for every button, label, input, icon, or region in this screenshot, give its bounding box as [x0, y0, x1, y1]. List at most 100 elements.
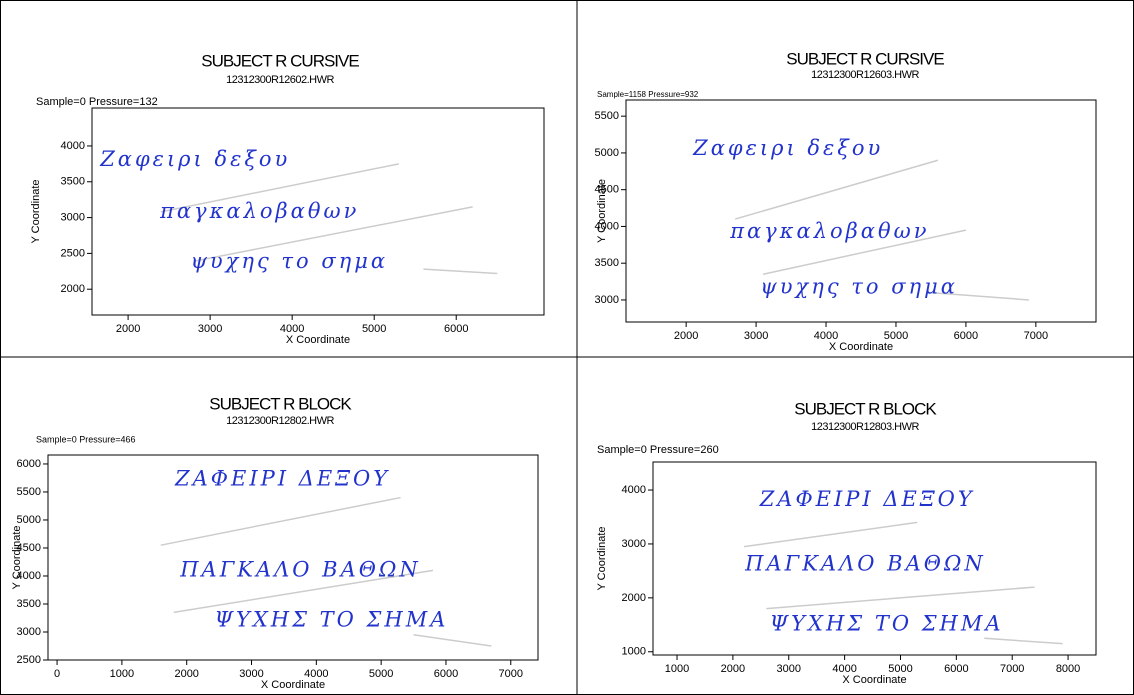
pen-up-stroke [193, 206, 473, 263]
y-axis-label: Y Coordinate [596, 526, 608, 590]
x-tick-label: 7000 [1024, 330, 1048, 342]
x-tick-label: 4000 [304, 668, 328, 680]
x-tick-label: 6000 [444, 323, 468, 335]
y-tick-label: 3000 [595, 294, 619, 306]
y-tick-label: 4000 [61, 140, 85, 152]
y-tick-label: 2500 [17, 654, 41, 666]
x-tick-label: 5000 [362, 323, 386, 335]
handwriting-line: ΖΑΦΕΙΡΙ ΔΕΞΟΥ [759, 487, 975, 511]
y-tick-label: 3000 [17, 626, 41, 638]
chart-subtitle: 12312300R12802.HWR [226, 415, 334, 427]
handwriting-line: παγκαλοβαθων [159, 199, 359, 223]
handwriting-line: ΠΑΓΚΑΛΟ ΒΑΘΩΝ [179, 557, 421, 581]
handwriting-line: παγκαλοβαθων [729, 219, 929, 243]
x-tick-label: 5000 [369, 668, 393, 680]
y-tick-label: 3000 [61, 211, 85, 223]
handwriting-line: ΨΥΧΗΣ ΤΟ ΣΗΜΑ [770, 611, 1004, 635]
y-tick-label: 5500 [17, 486, 41, 498]
x-tick-label: 6000 [434, 668, 458, 680]
chart-subtitle: 12312300R12803.HWR [811, 421, 919, 433]
x-tick-label: 8000 [1056, 663, 1080, 675]
y-tick-label: 3500 [595, 257, 619, 269]
y-tick-label: 4500 [17, 542, 41, 554]
status-info: Sample=0 Pressure=132 [36, 96, 158, 108]
handwriting-line: ψυχης το σημα [760, 275, 958, 299]
y-tick-label: 4000 [595, 220, 619, 232]
x-tick-label: 5000 [884, 330, 908, 342]
x-tick-label: 3000 [744, 330, 768, 342]
x-tick-label: 1000 [665, 663, 689, 675]
handwriting-line: ΨΥΧΗΣ ΤΟ ΣΗΜΑ [215, 607, 449, 631]
x-tick-label: 4000 [832, 663, 856, 675]
pen-up-stroke [160, 163, 399, 213]
status-info: Sample=1158 Pressure=932 [597, 90, 699, 99]
x-tick-label: 3000 [777, 663, 801, 675]
y-axis-label: Y Coordinate [30, 179, 42, 243]
x-tick-label: 2000 [721, 663, 745, 675]
x-tick-label: 4000 [814, 330, 838, 342]
chart-title: SUBJECT R BLOCK [209, 394, 352, 413]
x-tick-label: 1000 [110, 668, 134, 680]
plot-area [625, 99, 1097, 323]
y-tick-label: 3500 [61, 176, 85, 188]
x-tick-label: 6000 [954, 330, 978, 342]
y-tick-label: 3000 [622, 538, 646, 550]
x-axis-label: X Coordinate [829, 341, 893, 353]
x-tick-label: 2000 [174, 668, 198, 680]
x-axis-label: X Coordinate [286, 334, 350, 346]
plot-area [652, 461, 1097, 656]
y-tick-label: 6000 [17, 458, 41, 470]
x-tick-label: 3000 [239, 668, 263, 680]
chart-subtitle: 12312300R12602.HWR [226, 74, 334, 86]
plot-area [47, 454, 539, 661]
handwriting-line: ψυχης το σημα [190, 249, 388, 273]
pen-up-stroke [766, 586, 1035, 610]
pen-up-stroke [734, 159, 939, 220]
x-axis-label: X Coordinate [261, 679, 325, 691]
plot-area [91, 107, 545, 316]
y-tick-label: 5500 [595, 110, 619, 122]
pen-up-stroke [413, 634, 492, 647]
pen-up-stroke [173, 569, 434, 614]
y-axis-label: Y Coordinate [11, 525, 23, 589]
pen-up-stroke [160, 496, 401, 546]
x-tick-label: 2000 [674, 330, 698, 342]
x-tick-label: 0 [54, 668, 60, 680]
y-tick-label: 2000 [622, 592, 646, 604]
pen-up-stroke [762, 229, 967, 275]
y-axis-label: Y Coordinate [596, 179, 608, 243]
x-tick-label: 2000 [116, 323, 140, 335]
chart-title: SUBJECT R CURSIVE [201, 51, 359, 70]
y-tick-label: 1000 [622, 646, 646, 658]
x-tick-label: 4000 [280, 323, 304, 335]
status-info: Sample=0 Pressure=260 [597, 444, 719, 456]
pen-up-stroke [984, 637, 1063, 645]
y-tick-label: 5000 [595, 147, 619, 159]
status-info: Sample=0 Pressure=466 [36, 434, 136, 444]
chart-title: SUBJECT R CURSIVE [786, 49, 944, 68]
x-tick-label: 3000 [198, 323, 222, 335]
handwriting-line: Ζαφειρι δεξου [99, 147, 290, 171]
y-tick-label: 4000 [622, 484, 646, 496]
y-tick-label: 3500 [17, 598, 41, 610]
y-tick-label: 4000 [17, 570, 41, 582]
handwriting-line: Ζαφειρι δεξου [692, 136, 883, 160]
y-tick-label: 2000 [61, 283, 85, 295]
pen-up-stroke [743, 521, 918, 548]
chart-title: SUBJECT R BLOCK [794, 399, 937, 418]
y-tick-label: 2500 [61, 247, 85, 259]
chart-subtitle: 12312300R12603.HWR [811, 69, 919, 81]
y-tick-label: 4500 [595, 184, 619, 196]
x-axis-label: X Coordinate [842, 674, 906, 686]
pen-up-stroke [423, 268, 498, 275]
x-tick-label: 6000 [944, 663, 968, 675]
x-tick-label: 7000 [1000, 663, 1024, 675]
pen-up-stroke [930, 291, 1029, 301]
y-tick-label: 5000 [17, 514, 41, 526]
handwriting-line: ΠΑΓΚΑΛΟ ΒΑΘΩΝ [744, 551, 986, 575]
x-tick-label: 7000 [499, 668, 523, 680]
handwriting-line: ΖΑΦΕΙΡΙ ΔΕΞΟΥ [174, 467, 390, 491]
x-tick-label: 5000 [888, 663, 912, 675]
